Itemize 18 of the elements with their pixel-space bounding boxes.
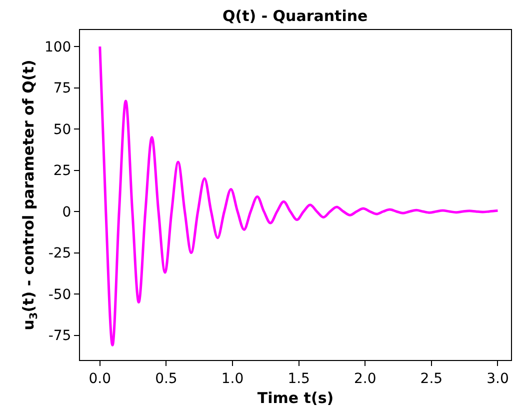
y-tick-label: -25: [48, 246, 72, 262]
x-tick-label: 2.5: [420, 370, 443, 387]
line-series: [98, 45, 499, 346]
y-tick-label: 100: [44, 39, 72, 56]
x-tick-label: 1.5: [288, 370, 310, 387]
x-tick-label: 0.0: [88, 370, 112, 387]
x-tick-label: 1.0: [221, 370, 244, 387]
y-tick-label: 25: [53, 163, 72, 180]
y-tick-label: -50: [48, 286, 72, 303]
x-tick-label: 2.0: [354, 370, 376, 387]
y-tick-label: -75: [48, 328, 72, 344]
y-tick-label: 50: [53, 122, 72, 138]
x-tick-label: 3.0: [486, 370, 509, 387]
x-tick-label: 0.5: [155, 370, 178, 387]
y-tick-label: 75: [53, 80, 72, 97]
chart-title: Q(t) - Quarantine: [222, 7, 368, 25]
x-axis-title: Time t(s): [257, 388, 334, 407]
y-tick-label: 0: [62, 204, 72, 220]
